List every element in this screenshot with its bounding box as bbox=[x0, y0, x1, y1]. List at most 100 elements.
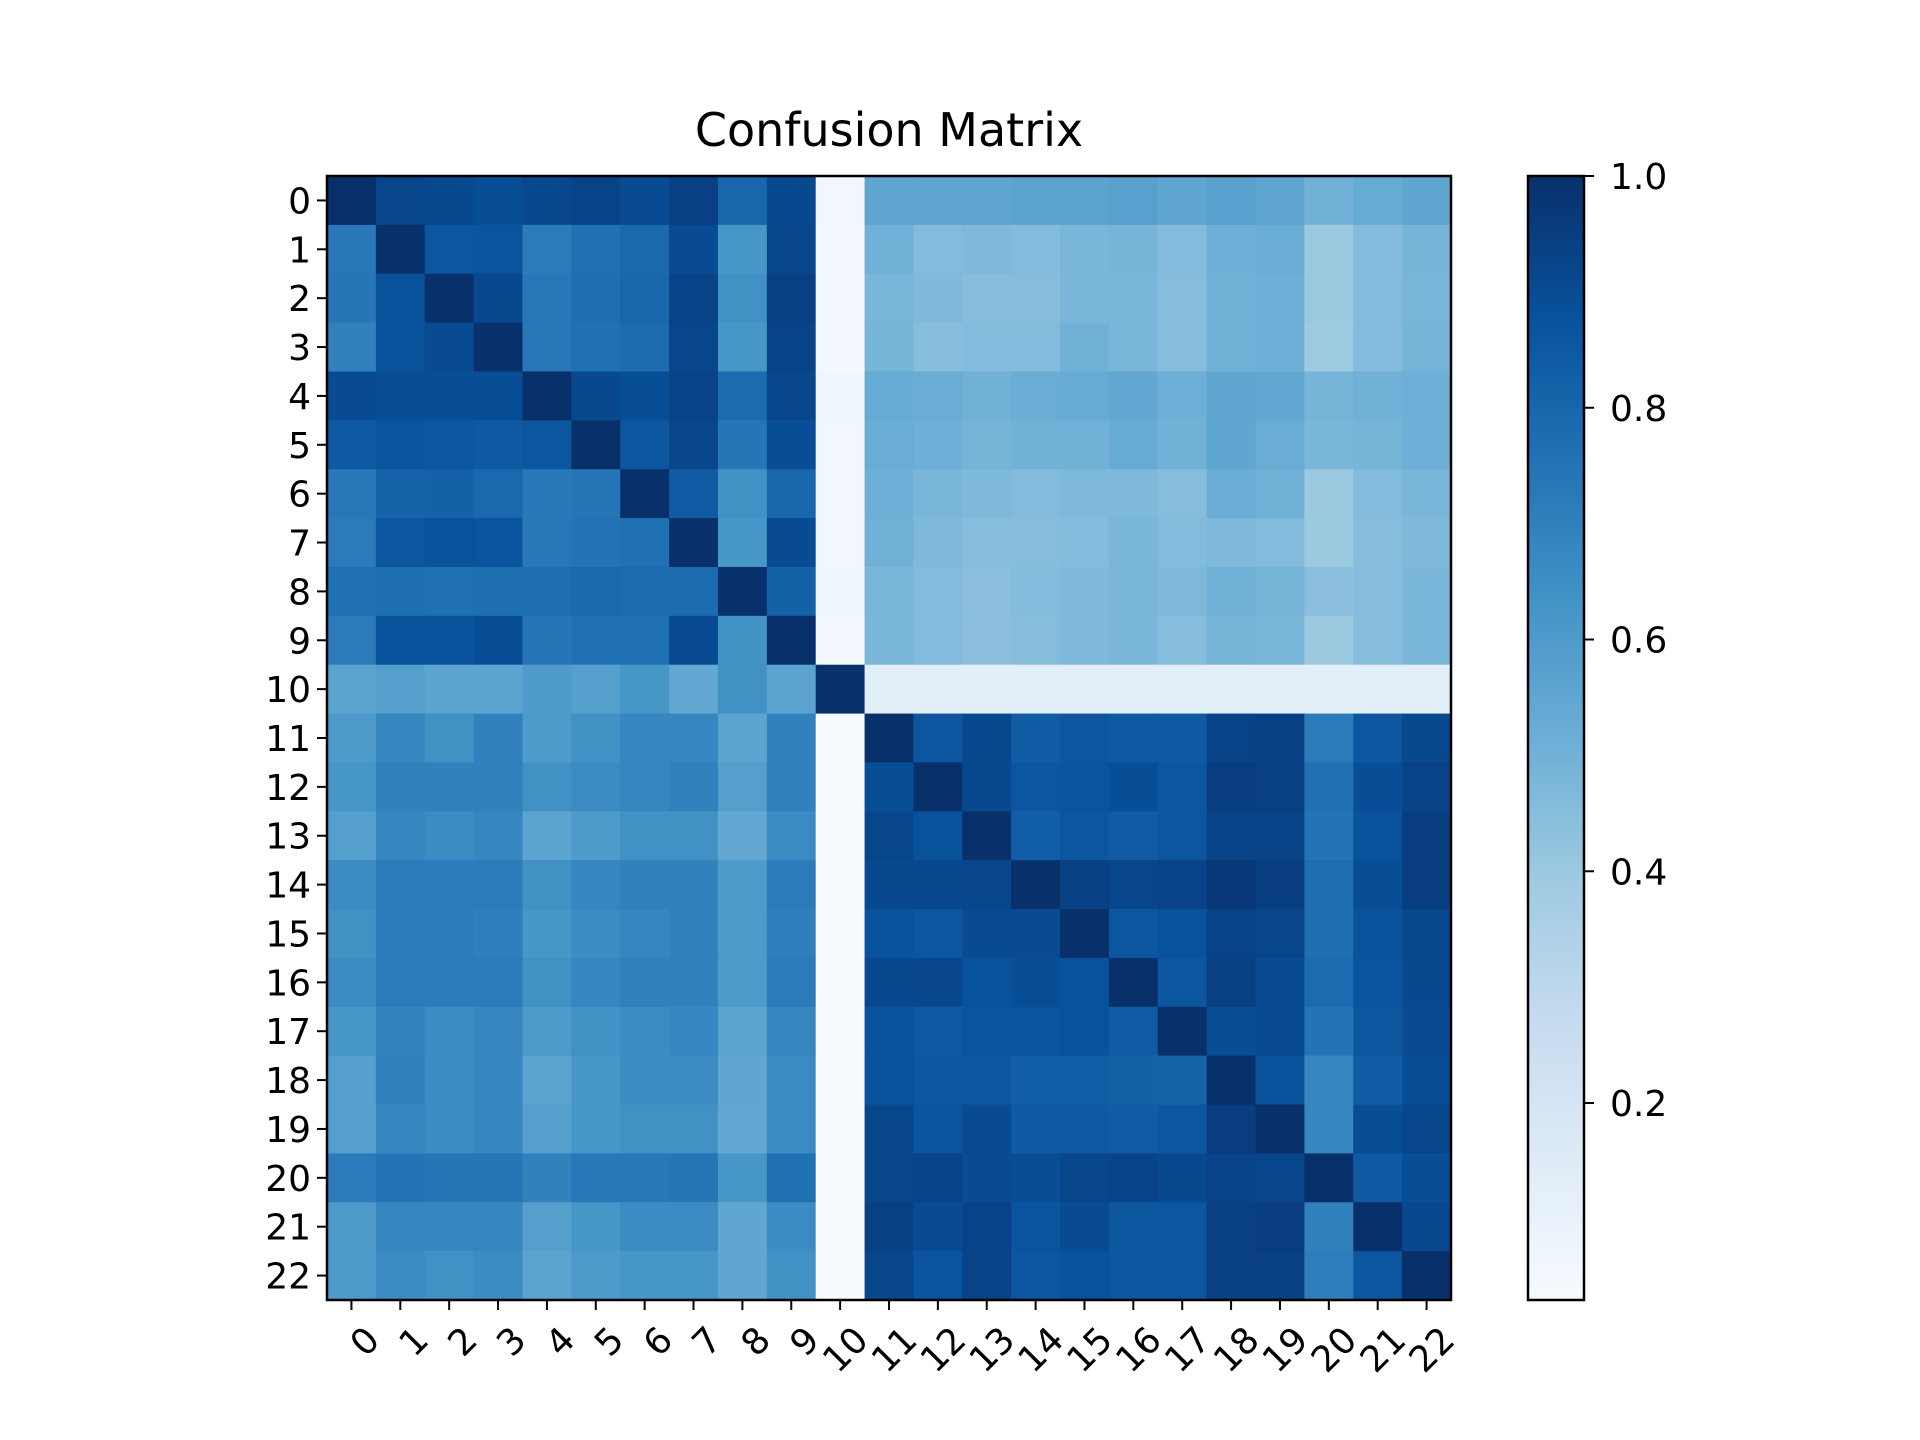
heatmap-cell-11-8 bbox=[717, 713, 768, 764]
heatmap-cell-21-0 bbox=[327, 1202, 377, 1252]
heatmap-cell-9-1 bbox=[375, 615, 426, 666]
heatmap-cell-17-16 bbox=[1108, 1006, 1159, 1057]
heatmap-cell-2-5 bbox=[571, 273, 621, 324]
heatmap-cell-5-2 bbox=[424, 420, 475, 470]
heatmap-cell-7-5 bbox=[571, 518, 621, 568]
heatmap-cell-17-21 bbox=[1353, 1006, 1403, 1057]
heatmap-cell-11-18 bbox=[1206, 713, 1257, 764]
heatmap-cell-7-3 bbox=[473, 518, 524, 568]
heatmap-cell-11-4 bbox=[522, 713, 572, 764]
heatmap-cell-8-6 bbox=[620, 566, 670, 617]
heatmap-cell-3-20 bbox=[1304, 322, 1354, 373]
heatmap-cell-14-4 bbox=[522, 860, 572, 910]
heatmap-cell-9-14 bbox=[1011, 615, 1061, 666]
heatmap-cell-4-12 bbox=[913, 371, 963, 421]
heatmap-cell-16-19 bbox=[1255, 957, 1305, 1008]
heatmap-cell-10-18 bbox=[1206, 664, 1257, 715]
heatmap-cell-14-17 bbox=[1157, 860, 1208, 910]
heatmap-cell-13-2 bbox=[424, 811, 475, 861]
chart-title: Confusion Matrix bbox=[695, 103, 1083, 157]
y-tick-label-1: 1 bbox=[288, 230, 311, 271]
heatmap-cell-11-7 bbox=[669, 713, 719, 764]
heatmap-cell-16-15 bbox=[1060, 957, 1110, 1008]
heatmap-cell-14-12 bbox=[913, 860, 963, 910]
heatmap-cell-2-2 bbox=[424, 273, 475, 324]
heatmap-cell-8-13 bbox=[962, 566, 1012, 617]
heatmap-cell-12-4 bbox=[522, 762, 572, 812]
heatmap-cell-20-10 bbox=[815, 1153, 866, 1203]
heatmap-cell-17-8 bbox=[717, 1006, 768, 1057]
heatmap-cell-18-5 bbox=[571, 1055, 621, 1106]
x-tick-label-5: 5 bbox=[587, 1319, 632, 1364]
heatmap-cell-4-22 bbox=[1402, 371, 1452, 421]
heatmap-cell-15-18 bbox=[1206, 909, 1257, 959]
heatmap-cell-7-8 bbox=[717, 518, 768, 568]
x-tick-label-6: 6 bbox=[636, 1319, 681, 1364]
heatmap-cell-22-1 bbox=[375, 1251, 426, 1301]
heatmap-cell-14-22 bbox=[1402, 860, 1452, 910]
heatmap-cell-5-12 bbox=[913, 420, 963, 470]
heatmap-cell-9-15 bbox=[1060, 615, 1110, 666]
heatmap-cell-10-16 bbox=[1108, 664, 1159, 715]
heatmap-cell-14-1 bbox=[375, 860, 426, 910]
heatmap-cell-7-9 bbox=[766, 518, 817, 568]
heatmap-cell-22-21 bbox=[1353, 1251, 1403, 1301]
heatmap-cell-22-16 bbox=[1108, 1251, 1159, 1301]
heatmap-cell-18-0 bbox=[327, 1055, 377, 1106]
heatmap-cell-0-1 bbox=[375, 176, 426, 226]
heatmap-cell-22-14 bbox=[1011, 1251, 1061, 1301]
heatmap-cell-12-8 bbox=[717, 762, 768, 812]
heatmap-cell-13-0 bbox=[327, 811, 377, 861]
heatmap-cell-16-3 bbox=[473, 957, 524, 1008]
heatmap-cell-6-16 bbox=[1108, 469, 1159, 519]
heatmap-cell-20-16 bbox=[1108, 1153, 1159, 1203]
heatmap-cell-7-17 bbox=[1157, 518, 1208, 568]
heatmap-cell-13-15 bbox=[1060, 811, 1110, 861]
heatmap-cell-5-18 bbox=[1206, 420, 1257, 470]
heatmap-cell-0-18 bbox=[1206, 176, 1257, 226]
heatmap-cell-16-6 bbox=[620, 957, 670, 1008]
heatmap-cell-5-14 bbox=[1011, 420, 1061, 470]
heatmap-cell-0-7 bbox=[669, 176, 719, 226]
heatmap-cell-15-7 bbox=[669, 909, 719, 959]
heatmap-cell-2-6 bbox=[620, 273, 670, 324]
x-tick-label-22: 22 bbox=[1402, 1319, 1463, 1380]
heatmap-cell-16-9 bbox=[766, 957, 817, 1008]
heatmap-cell-19-19 bbox=[1255, 1104, 1305, 1154]
heatmap-cell-17-18 bbox=[1206, 1006, 1257, 1057]
heatmap-cell-19-13 bbox=[962, 1104, 1012, 1154]
heatmap-cell-7-18 bbox=[1206, 518, 1257, 568]
heatmap-cell-21-10 bbox=[815, 1202, 866, 1252]
heatmap-cell-22-11 bbox=[864, 1251, 915, 1301]
heatmap-cell-11-5 bbox=[571, 713, 621, 764]
heatmap-cell-4-11 bbox=[864, 371, 915, 421]
heatmap-cell-6-15 bbox=[1060, 469, 1110, 519]
heatmap-cell-13-14 bbox=[1011, 811, 1061, 861]
heatmap-cell-15-20 bbox=[1304, 909, 1354, 959]
heatmap-cell-6-22 bbox=[1402, 469, 1452, 519]
heatmap-cell-21-3 bbox=[473, 1202, 524, 1252]
heatmap-cell-22-0 bbox=[327, 1251, 377, 1301]
heatmap-cell-11-13 bbox=[962, 713, 1012, 764]
heatmap-cell-14-6 bbox=[620, 860, 670, 910]
heatmap-cell-16-22 bbox=[1402, 957, 1452, 1008]
heatmap-cell-3-8 bbox=[717, 322, 768, 373]
heatmap-cell-13-22 bbox=[1402, 811, 1452, 861]
heatmap-cell-11-12 bbox=[913, 713, 963, 764]
heatmap-cell-13-17 bbox=[1157, 811, 1208, 861]
heatmap-cell-14-19 bbox=[1255, 860, 1305, 910]
heatmap-cell-9-16 bbox=[1108, 615, 1159, 666]
heatmap-cell-1-12 bbox=[913, 224, 963, 275]
heatmap-cell-12-2 bbox=[424, 762, 475, 812]
heatmap-cell-8-1 bbox=[375, 566, 426, 617]
heatmap-cell-11-20 bbox=[1304, 713, 1354, 764]
heatmap-cell-6-6 bbox=[620, 469, 670, 519]
x-tick-label-7: 7 bbox=[685, 1319, 730, 1364]
heatmap-cell-12-1 bbox=[375, 762, 426, 812]
heatmap-cell-6-1 bbox=[375, 469, 426, 519]
heatmap-cell-5-1 bbox=[375, 420, 426, 470]
heatmap-cell-7-16 bbox=[1108, 518, 1159, 568]
heatmap-cell-16-20 bbox=[1304, 957, 1354, 1008]
x-tick-label-3: 3 bbox=[489, 1319, 534, 1364]
